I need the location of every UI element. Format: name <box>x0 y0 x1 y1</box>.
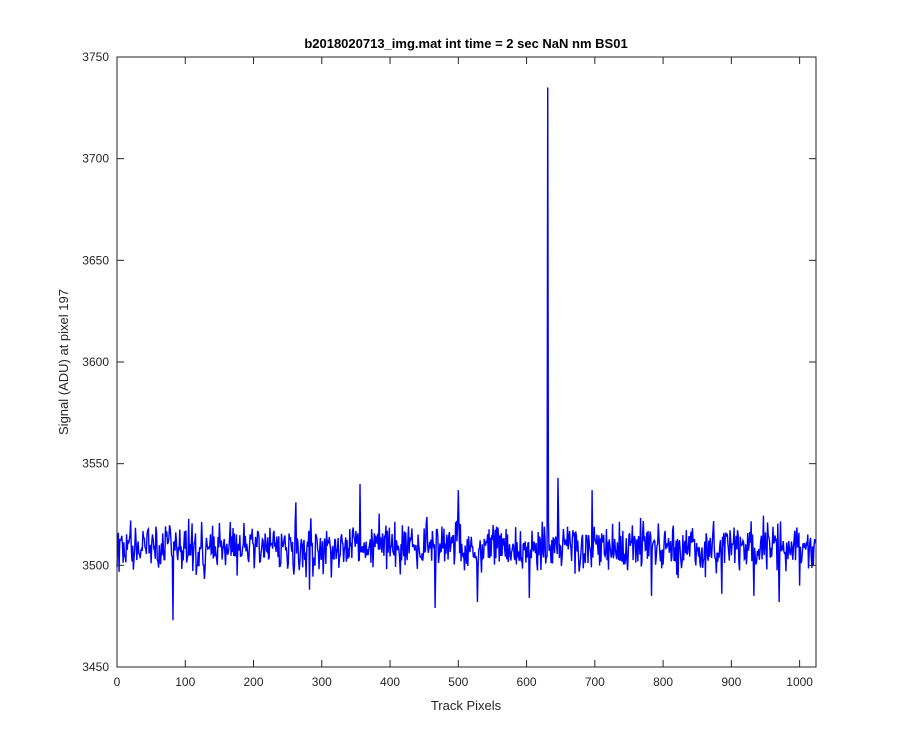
x-tick-label: 300 <box>312 675 332 689</box>
x-tick-label: 500 <box>448 675 468 689</box>
y-tick-label: 3700 <box>82 152 109 166</box>
x-tick-label: 200 <box>244 675 264 689</box>
y-tick-label: 3450 <box>82 660 109 674</box>
y-axis-label: Signal (ADU) at pixel 197 <box>56 289 71 435</box>
x-tick-label: 900 <box>721 675 741 689</box>
x-tick-label: 100 <box>175 675 195 689</box>
x-tick-label: 0 <box>114 675 121 689</box>
y-tick-label: 3600 <box>82 355 109 369</box>
x-tick-label: 700 <box>585 675 605 689</box>
x-tick-label: 400 <box>380 675 400 689</box>
x-axis-label: Track Pixels <box>431 698 502 713</box>
x-tick-label: 600 <box>517 675 537 689</box>
chart-title: b2018020713_img.mat int time = 2 sec NaN… <box>304 36 627 51</box>
x-tick-label: 800 <box>653 675 673 689</box>
tick-layer: 0 100 200 300 400 500 600 700 800 900 1000 3450 3500… <box>82 50 816 689</box>
y-tick-label: 3550 <box>82 457 109 471</box>
signal-line <box>116 87 817 621</box>
y-tick-label: 3650 <box>82 253 109 267</box>
x-tick-label: 1000 <box>786 675 813 689</box>
y-tick-label: 3750 <box>82 50 109 64</box>
data-layer <box>116 87 817 621</box>
plot-area <box>117 57 816 667</box>
y-tick-label: 3500 <box>82 558 109 572</box>
